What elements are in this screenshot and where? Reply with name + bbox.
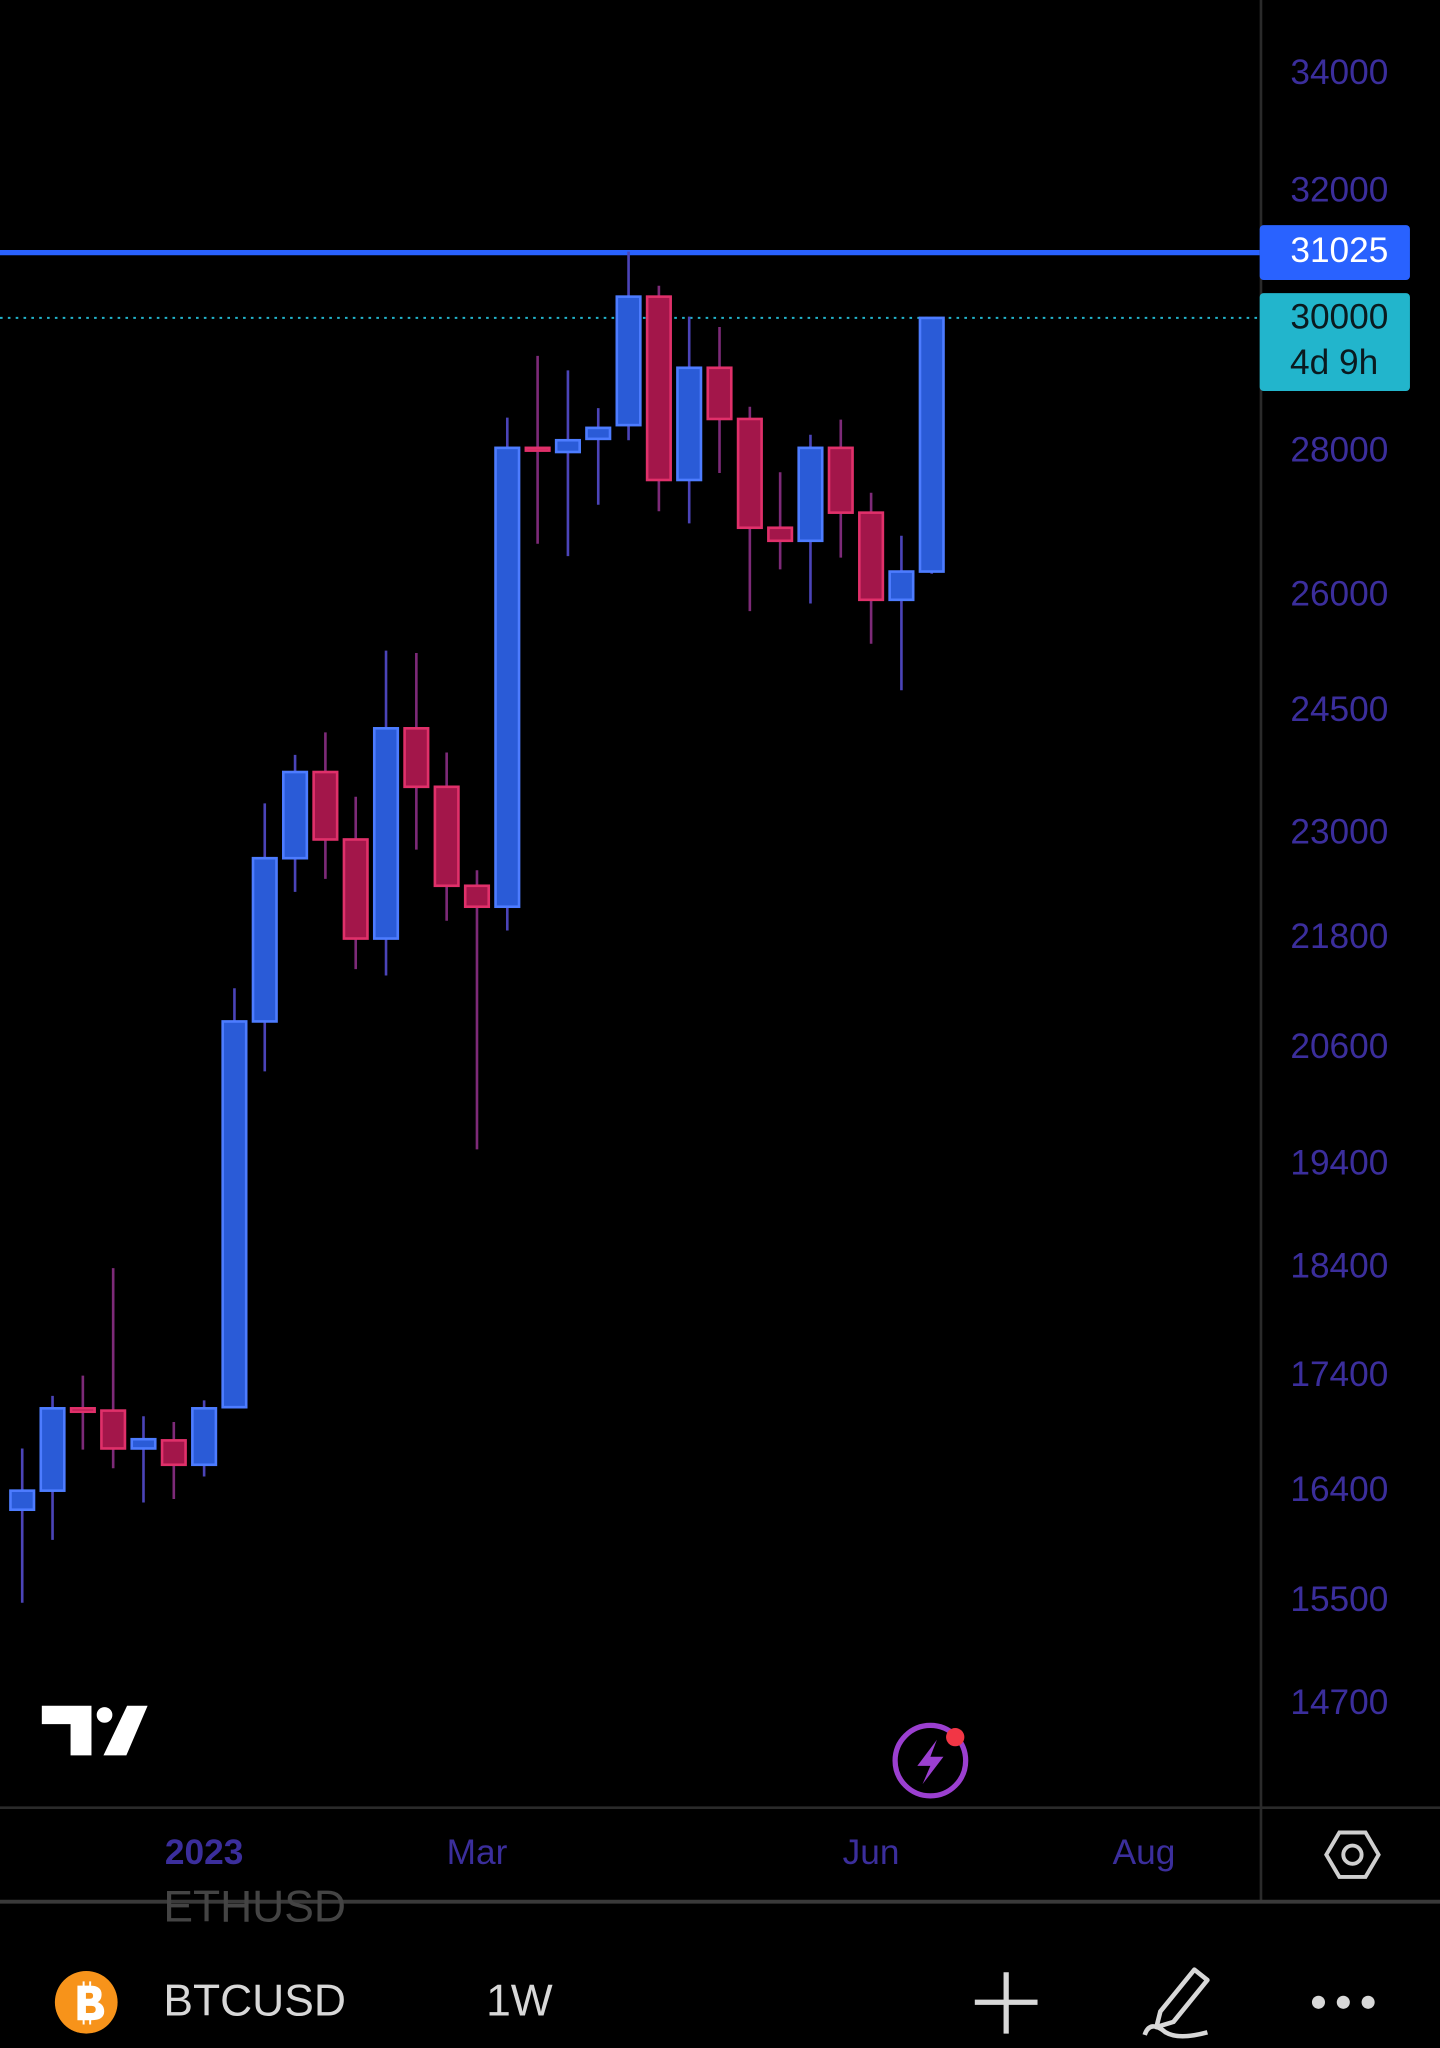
candle-body (858, 511, 885, 602)
settings-button[interactable] (1324, 1830, 1381, 1879)
x-tick-label: Aug (1113, 1833, 1176, 1872)
add-button[interactable] (974, 1972, 1038, 2034)
candle-body (797, 446, 824, 543)
candle-body (100, 1409, 127, 1450)
candle-body (39, 1407, 66, 1492)
candle-body (433, 785, 460, 888)
candle-body (706, 366, 733, 421)
last-price-label: 30000 (1290, 298, 1388, 337)
ghost-symbol: ETHUSD (163, 1882, 346, 1931)
symbol-name[interactable]: BTCUSD (163, 1976, 346, 2025)
candle-body (282, 770, 309, 860)
alert-button[interactable] (892, 1722, 969, 1799)
candle-body (888, 570, 915, 602)
y-tick-label: 26000 (1290, 574, 1388, 613)
candle-body (221, 1020, 248, 1409)
x-tick-label: Jun (843, 1833, 900, 1872)
y-tick-label: 18400 (1290, 1246, 1388, 1285)
candle-body (585, 426, 612, 441)
y-tick-label: 17400 (1290, 1355, 1388, 1394)
candle-body (9, 1489, 36, 1512)
candle-body (191, 1407, 218, 1467)
candle-body (403, 727, 430, 789)
draw-button[interactable] (1142, 1967, 1210, 2039)
candle-body (494, 446, 521, 909)
y-tick-label: 14700 (1290, 1683, 1388, 1722)
candle-body (312, 770, 339, 841)
candle-body (615, 295, 642, 427)
tv-logo (36, 1700, 156, 1761)
hline-price-box (1259, 225, 1410, 281)
candle-body (130, 1437, 157, 1450)
candle-body (736, 417, 763, 530)
plot-area (0, 249, 1261, 1603)
x-tick-label: Mar (447, 1833, 508, 1872)
last-price-box (1259, 293, 1410, 392)
candle-body (342, 838, 369, 940)
symbol-icon[interactable] (54, 1970, 118, 2034)
candle-body (524, 446, 551, 452)
candle-body (827, 446, 854, 514)
candle-body (372, 727, 400, 940)
y-tick-label: 34000 (1290, 53, 1388, 92)
y-tick-label: 24500 (1290, 690, 1388, 729)
candle-body (554, 438, 581, 454)
candle-body (645, 295, 672, 482)
candle-body (69, 1407, 96, 1414)
y-tick-label: 19400 (1290, 1144, 1388, 1183)
candle-body (160, 1439, 187, 1467)
y-tick-label: 20600 (1290, 1027, 1388, 1066)
candle-body (918, 316, 945, 573)
candle-body (767, 526, 794, 543)
y-tick-label: 15500 (1290, 1580, 1388, 1619)
interval[interactable]: 1W (486, 1976, 553, 2025)
y-tick-label: 28000 (1290, 430, 1388, 469)
candle-body (463, 884, 491, 909)
more-button[interactable] (1311, 1995, 1375, 2009)
y-tick-label: 32000 (1290, 171, 1388, 210)
candle-body (251, 856, 278, 1023)
candle-body (676, 366, 703, 482)
y-tick-label: 16400 (1290, 1470, 1388, 1509)
y-tick-label: 21800 (1290, 917, 1388, 956)
y-tick-label: 23000 (1290, 813, 1388, 852)
hline-price-label: 31025 (1290, 231, 1388, 270)
bar-countdown: 4d 9h (1290, 343, 1378, 382)
x-tick-label: 2023 (165, 1833, 243, 1872)
